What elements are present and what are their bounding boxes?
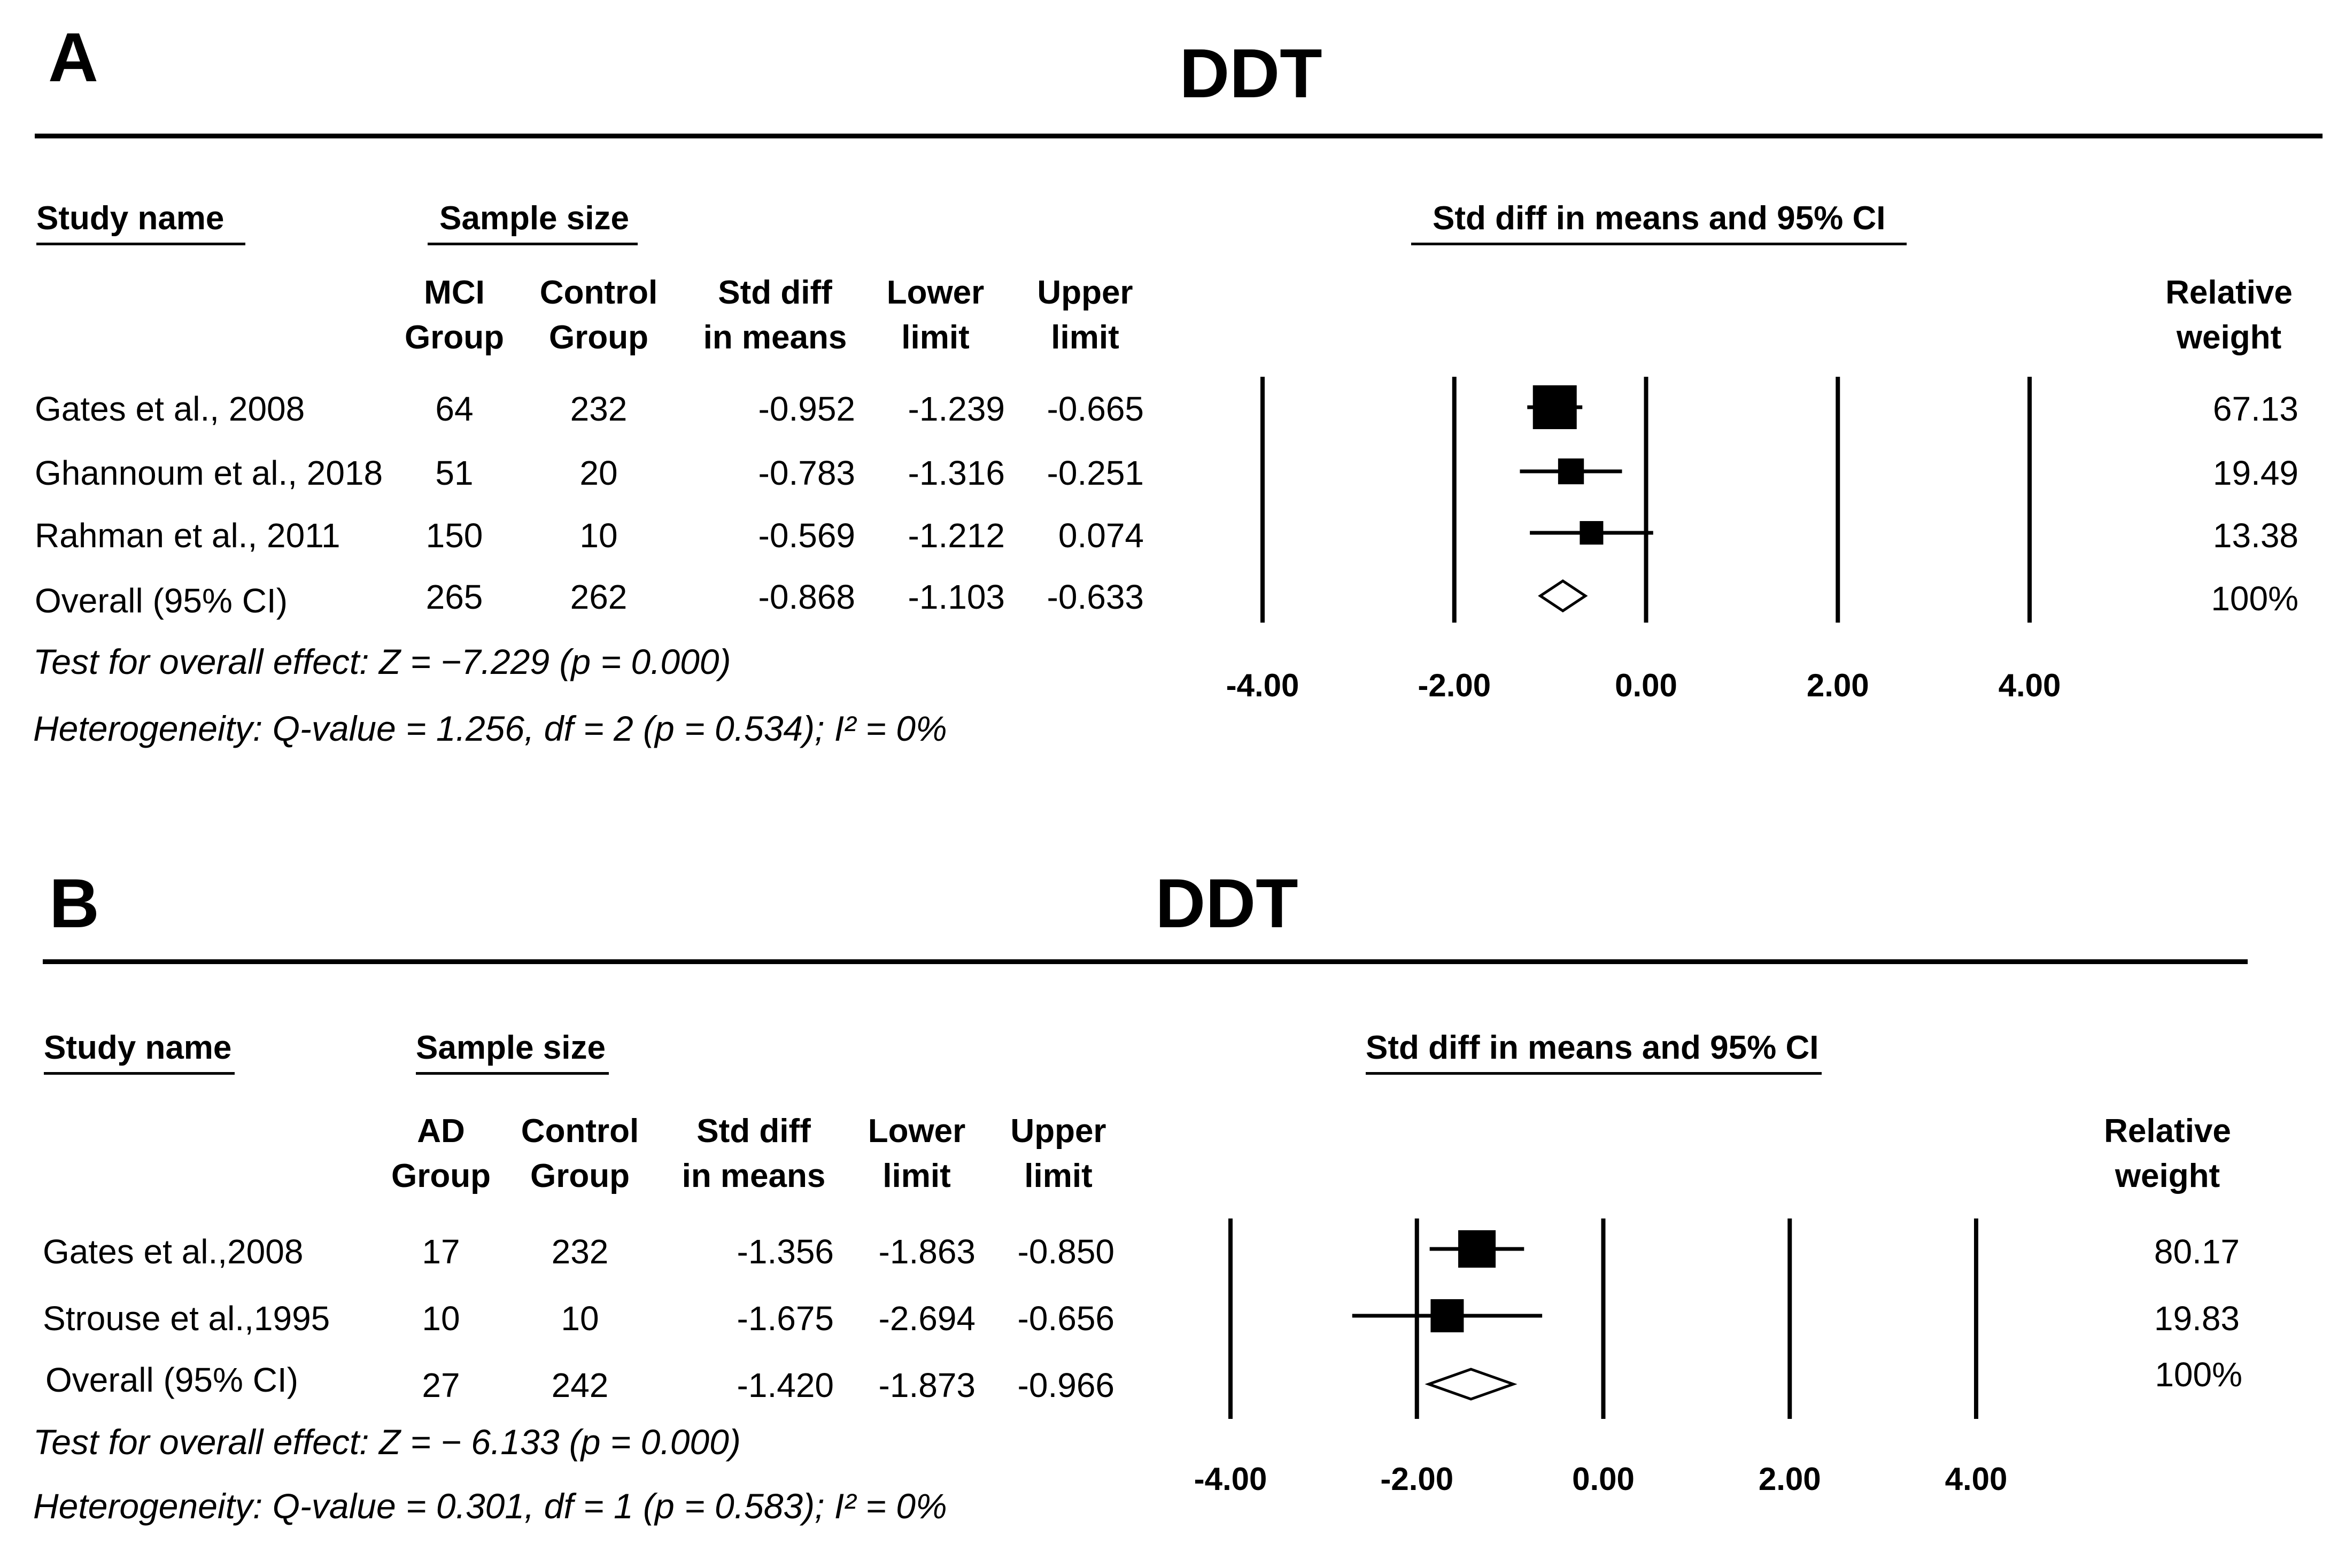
overall-effect-note: Test for overall effect: Z = −7.229 (p =… [33, 642, 731, 681]
study-name: Rahman et al., 2011 [35, 516, 340, 555]
effect-marker [1558, 458, 1584, 485]
effect-marker [1430, 1299, 1464, 1332]
x-tick-label: -2.00 [1380, 1461, 1453, 1497]
chart-title: DDT [1155, 864, 1298, 942]
sample-size-header: Sample size [416, 1031, 609, 1075]
group1-header: AD Group [391, 1113, 491, 1194]
std-diff-value: -0.952 [758, 390, 855, 428]
x-tick-label: 2.00 [1807, 667, 1869, 703]
group2-n: 10 [561, 1299, 599, 1338]
lower-limit-value: -1.873 [878, 1366, 976, 1404]
ci-header: Std diff in means and 95% CI [1366, 1031, 1822, 1075]
weight-value: 13.38 [2212, 516, 2298, 555]
std-diff-value: -0.868 [758, 578, 855, 616]
study-name-header: Study name [36, 202, 246, 245]
x-tick-label: 2.00 [1759, 1461, 1821, 1497]
std-diff-value: -0.783 [758, 454, 855, 492]
group2-n: 232 [551, 1232, 609, 1271]
upper-limit-header: Upper limit [1010, 1113, 1106, 1194]
group2-header: Control Group [539, 274, 658, 356]
lower-limit-header: Lower limit [886, 274, 985, 356]
group1-n: 51 [435, 454, 474, 492]
chart-title: DDT [1179, 34, 1322, 112]
relative-weight-header: Relative weight [2165, 274, 2293, 356]
weight-value: 100% [2155, 1355, 2242, 1394]
x-tick-label: -4.00 [1226, 667, 1299, 703]
group1-n: 265 [425, 578, 483, 616]
std-diff-value: -1.675 [737, 1299, 834, 1338]
panel-label: A [48, 18, 98, 96]
upper-limit-value: -0.850 [1017, 1232, 1114, 1271]
overall-diamond [1425, 1368, 1518, 1401]
x-tick-label: -2.00 [1418, 667, 1491, 703]
lower-limit-value: -1.239 [908, 390, 1005, 428]
lower-limit-header: Lower limit [868, 1113, 966, 1194]
group2-n: 232 [570, 390, 628, 428]
overall-diamond [1538, 579, 1588, 613]
lower-limit-value: -1.316 [908, 454, 1005, 492]
upper-limit-value: -0.251 [1047, 454, 1144, 492]
x-tick-label: 0.00 [1572, 1461, 1635, 1497]
std-diff-value: -0.569 [758, 516, 855, 555]
study-name: Gates et al., 2008 [35, 390, 305, 428]
group2-n: 10 [579, 516, 618, 555]
title-divider [43, 959, 2248, 964]
forest-plot-area: -4.00 -2.00 0.00 2.00 4.00 [1226, 377, 2061, 703]
overall-effect-note: Test for overall effect: Z = − 6.133 (p … [33, 1422, 741, 1462]
group1-n: 10 [422, 1299, 460, 1338]
forest-plot-area: -4.00 -2.00 0.00 2.00 4.00 [1194, 1218, 2008, 1497]
group2-n: 242 [551, 1366, 609, 1404]
group1-n: 27 [422, 1366, 460, 1404]
std-diff-header: Std diff in means [682, 1113, 826, 1194]
std-diff-header: Std diff in means [703, 274, 847, 356]
weight-value: 100% [2211, 579, 2298, 618]
lower-limit-value: -1.103 [908, 578, 1005, 616]
upper-limit-value: 0.074 [1058, 516, 1144, 555]
x-tick-label: 4.00 [1945, 1461, 2008, 1497]
effect-marker [1458, 1230, 1496, 1268]
group1-n: 64 [435, 390, 474, 428]
study-name: Gates et al.,2008 [43, 1232, 304, 1271]
std-diff-value: -1.420 [737, 1366, 834, 1404]
relative-weight-header: Relative weight [2104, 1113, 2231, 1194]
lower-limit-value: -2.694 [878, 1299, 976, 1338]
panel-label: B [49, 864, 99, 942]
std-diff-value: -1.356 [737, 1232, 834, 1271]
title-divider [35, 134, 2323, 138]
ci-header: Std diff in means and 95% CI [1411, 202, 1907, 245]
weight-value: 80.17 [2154, 1232, 2240, 1271]
study-name-header: Study name [44, 1031, 235, 1075]
upper-limit-header: Upper limit [1037, 274, 1133, 356]
study-name: Ghannoum et al., 2018 [35, 454, 383, 492]
forest-plot-panel-b: B DDT Study name Sample size Std diff in… [0, 815, 2330, 1568]
heterogeneity-note: Heterogeneity: Q-value = 0.301, df = 1 (… [33, 1486, 947, 1526]
weight-value: 19.49 [2212, 454, 2298, 492]
lower-limit-value: -1.212 [908, 516, 1005, 555]
group1-header: MCI Group [405, 274, 504, 356]
study-name: Overall (95% CI) [35, 581, 288, 620]
x-tick-label: 4.00 [1999, 667, 2061, 703]
upper-limit-value: -0.966 [1017, 1366, 1114, 1404]
group2-n: 262 [570, 578, 628, 616]
x-tick-label: 0.00 [1615, 667, 1677, 703]
weight-value: 19.83 [2154, 1299, 2240, 1338]
x-tick-label: -4.00 [1194, 1461, 1267, 1497]
study-name: Overall (95% CI) [45, 1361, 298, 1399]
effect-marker [1580, 521, 1604, 545]
upper-limit-value: -0.665 [1047, 390, 1144, 428]
sample-size-header: Sample size [428, 202, 638, 245]
study-name: Strouse et al.,1995 [43, 1299, 330, 1338]
weight-value: 67.13 [2212, 390, 2298, 428]
group2-header: Control Group [521, 1113, 639, 1194]
effect-marker [1532, 385, 1577, 429]
upper-limit-value: -0.633 [1047, 578, 1144, 616]
forest-plot-panel-a: A DDT Study name Sample size Std diff in… [33, 18, 2323, 748]
upper-limit-value: -0.656 [1017, 1299, 1114, 1338]
heterogeneity-note: Heterogeneity: Q-value = 1.256, df = 2 (… [33, 709, 947, 748]
lower-limit-value: -1.863 [878, 1232, 976, 1271]
group1-n: 17 [422, 1232, 460, 1271]
group1-n: 150 [425, 516, 483, 555]
group2-n: 20 [579, 454, 618, 492]
